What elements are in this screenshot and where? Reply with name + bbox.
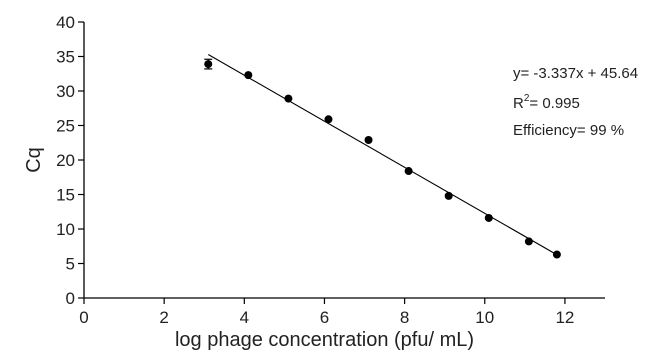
y-tick-label: 25 [56,117,75,136]
x-tick-label: 0 [79,308,88,327]
y-tick-label: 30 [56,82,75,101]
y-axis-title: Cq [23,147,45,173]
x-tick-label: 12 [555,308,574,327]
r-squared-label: R2= 0.995 [513,93,580,112]
data-point [404,167,413,176]
y-tick-label: 0 [66,289,75,308]
y-ticks: 0 5 10 15 20 25 30 35 40 [56,13,84,308]
axes [83,22,605,299]
r-squared-value: = 0.995 [529,95,579,112]
y-tick-label: 5 [66,255,75,274]
y-tick-label: 20 [56,151,75,170]
data-point [524,237,533,246]
y-tick-label: 15 [56,186,75,205]
data-point [364,135,373,144]
regression-line [207,53,558,256]
data-point [204,60,213,69]
y-tick-label: 40 [56,13,75,32]
data-point [284,94,293,103]
x-tick-label: 2 [159,308,168,327]
equation-label: y= -3.337x + 45.64 [513,65,638,82]
efficiency-label: Efficiency= 99 % [513,122,624,139]
y-tick-label: 10 [56,220,75,239]
data-points [204,58,561,259]
fit-annotation: y= -3.337x + 45.64 R2= 0.995 Efficiency=… [513,65,638,139]
x-tick-label: 8 [400,308,409,327]
data-point [484,213,493,222]
x-tick-label: 10 [475,308,494,327]
x-axis-title: log phage concentration (pfu/ mL) [175,329,474,351]
r-squared-superscript: 2 [524,93,530,104]
data-point [552,250,561,259]
y-tick-label: 35 [56,48,75,67]
data-point [444,191,453,200]
x-tick-label: 6 [320,308,329,327]
x-tick-label: 4 [240,308,249,327]
x-ticks: 0 2 4 6 8 10 12 [79,298,574,327]
r-squared-prefix: R [513,95,524,112]
data-point [244,71,253,80]
data-point [324,115,333,124]
